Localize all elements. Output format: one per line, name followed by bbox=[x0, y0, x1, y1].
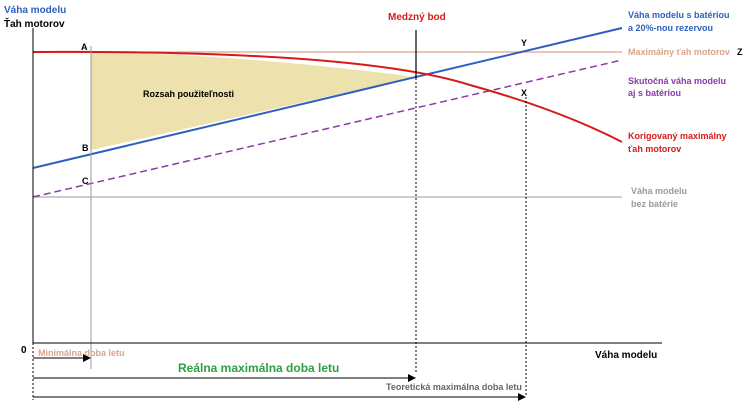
actual-weight-line bbox=[32, 59, 623, 198]
usability-range-region bbox=[91, 52, 415, 150]
battery-reserve-label-line2: a 20%-nou rezervou bbox=[628, 23, 713, 33]
point-x-label: X bbox=[521, 88, 527, 98]
real-flight-label: Reálna maximálna doba letu bbox=[178, 361, 339, 375]
actual-weight-label-line2: aj s batériou bbox=[628, 88, 681, 98]
origin-label: 0 bbox=[21, 345, 27, 356]
point-b-label: B bbox=[82, 143, 89, 153]
actual-weight-label-line1: Skutočná váha modelu bbox=[628, 76, 726, 86]
corrected-thrust-label-line1: Korigovaný maximálny bbox=[628, 131, 727, 141]
y-axis-title-line2: Ťah motorov bbox=[4, 17, 65, 30]
no-battery-label-line2: bez batérie bbox=[631, 199, 678, 209]
point-c-label: C bbox=[82, 176, 89, 186]
y-axis-title-line1: Váha modelu bbox=[4, 5, 66, 16]
theoretical-flight-label: Teoretická maximálna doba letu bbox=[386, 382, 522, 392]
point-a-label: A bbox=[81, 42, 88, 52]
battery-reserve-weight-line bbox=[32, 27, 623, 169]
limit-point-label: Medzný bod bbox=[388, 12, 446, 23]
point-z-label: Z bbox=[737, 47, 743, 57]
corrected-thrust-label-line2: ťah motorov bbox=[628, 144, 681, 154]
corrected-thrust-curve bbox=[32, 50, 623, 143]
max-thrust-label: Maximálny ťah motorov bbox=[628, 47, 730, 57]
no-battery-label-line1: Váha modelu bbox=[631, 186, 687, 196]
point-y-label: Y bbox=[521, 38, 527, 48]
usability-range-label: Rozsah použiteľnosti bbox=[143, 89, 234, 99]
x-axis-title: Váha modelu bbox=[595, 350, 657, 361]
battery-reserve-label-line1: Váha modelu s batériou bbox=[628, 10, 730, 20]
min-flight-label: Minimálna doba letu bbox=[38, 348, 125, 358]
